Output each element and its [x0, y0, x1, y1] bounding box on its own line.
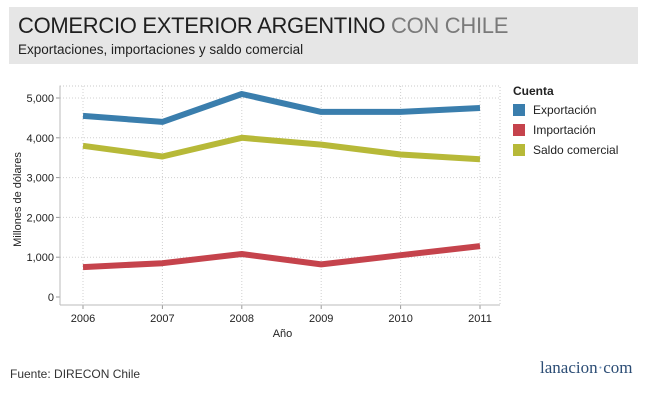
axis-labels: 0 1,000 2,000 3,000 4,000 5,000 2006 2007 2008 20… — [12, 93, 492, 340]
x-tick-label: 2008 — [230, 313, 254, 325]
x-axis-title: Año — [273, 328, 293, 340]
axes — [56, 86, 500, 309]
legend-label: Exportación — [533, 103, 597, 117]
chart-subtitle: Exportaciones, importaciones y saldo com… — [18, 42, 304, 57]
legend-swatch — [513, 104, 525, 116]
brand-main: lanacion — [540, 358, 598, 377]
legend-swatch — [513, 144, 525, 156]
source-note: Fuente: DIRECON Chile — [10, 367, 141, 381]
x-tick-label: 2011 — [468, 313, 492, 325]
legend-label: Saldo comercial — [533, 143, 619, 157]
x-tick-label: 2006 — [71, 313, 95, 325]
series-line-0[interactable] — [82, 91, 481, 125]
y-axis-title: Millones de dólares — [12, 152, 24, 247]
series-line-1[interactable] — [82, 243, 481, 271]
legend-title: Cuenta — [513, 84, 554, 98]
legend-label: Importación — [533, 123, 596, 137]
grid — [59, 85, 501, 306]
title-main: COMERCIO EXTERIOR ARGENTINO — [18, 13, 386, 38]
y-tick-label: 0 — [48, 292, 54, 304]
x-tick-label: 2009 — [309, 313, 333, 325]
y-tick-label: 2,000 — [26, 212, 54, 224]
brand-logo: lanacion·com — [540, 358, 633, 378]
y-tick-label: 4,000 — [26, 133, 54, 145]
y-tick-label: 1,000 — [26, 252, 54, 264]
brand-dot: · — [597, 358, 604, 377]
y-tick-label: 5,000 — [26, 93, 54, 105]
legend-item-exportacion: Exportación — [513, 103, 596, 117]
chart-title: COMERCIO EXTERIOR ARGENTINO CON CHILE — [18, 13, 508, 39]
title-accent: CON CHILE — [390, 13, 509, 38]
legend-swatch — [513, 124, 525, 136]
brand-tail: com — [603, 358, 633, 377]
y-tick-label: 3,000 — [26, 173, 54, 185]
x-tick-label: 2010 — [388, 313, 412, 325]
chart-header: COMERCIO EXTERIOR ARGENTINO CON CHILE Ex… — [9, 7, 638, 64]
legend-item-saldo-comercial: Saldo comercial — [513, 143, 618, 157]
series-line-2[interactable] — [82, 134, 481, 163]
series-lines — [82, 91, 481, 271]
x-tick-label: 2007 — [150, 313, 174, 325]
legend-item-importacion: Importación — [513, 123, 596, 137]
